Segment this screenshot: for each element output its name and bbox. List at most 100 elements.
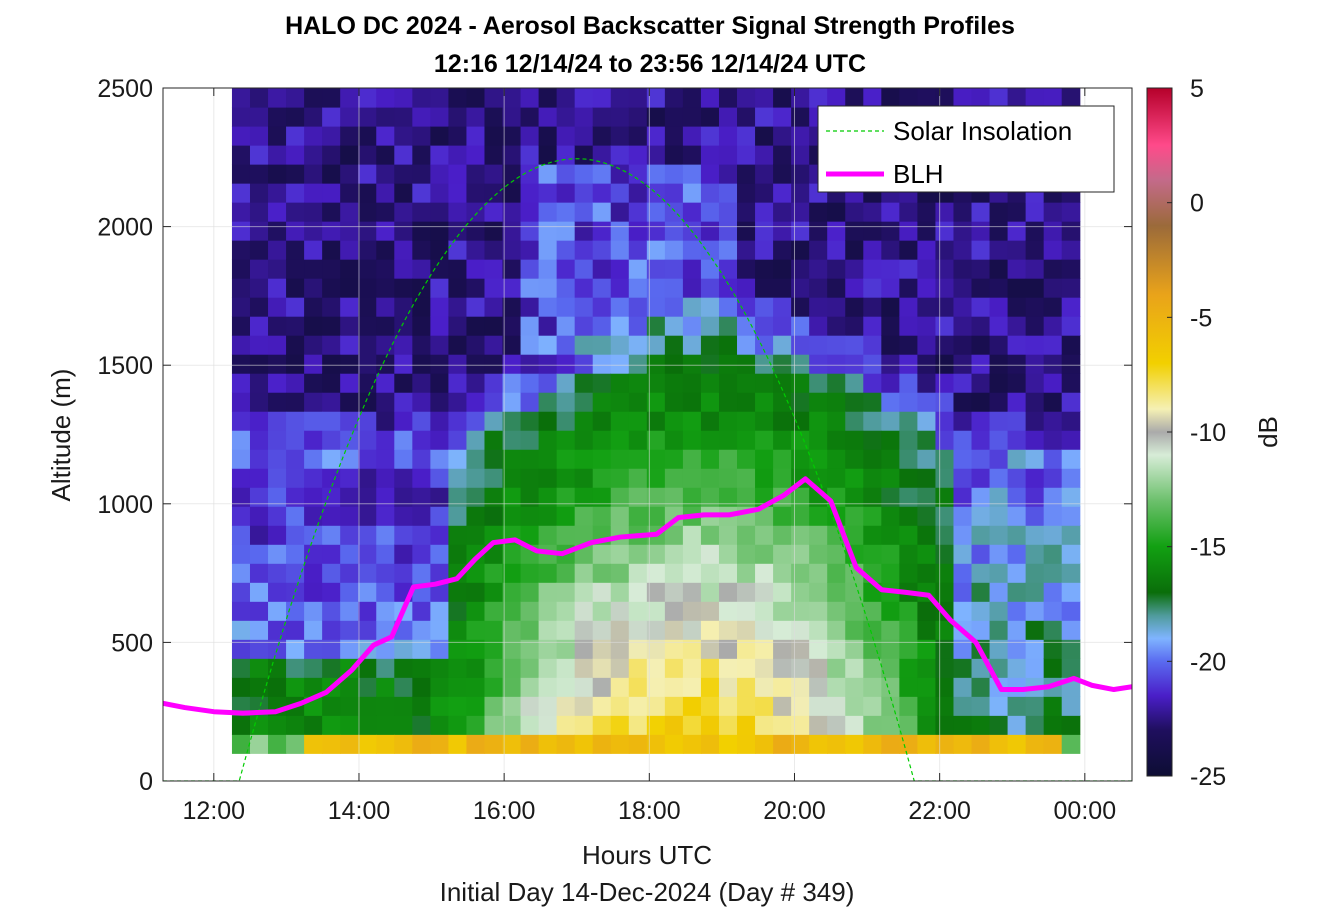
heatmap-cell: [1061, 544, 1081, 564]
heatmap-cell: [376, 316, 395, 336]
heatmap-cell: [592, 487, 612, 507]
heatmap-cell: [917, 639, 937, 659]
heatmap-cell: [268, 373, 287, 393]
heatmap-cell: [466, 316, 486, 336]
heatmap-cell: [376, 392, 395, 412]
heatmap-cell: [556, 297, 576, 317]
heatmap-cell: [773, 411, 792, 431]
heatmap-cell: [682, 240, 702, 260]
heatmap-cell: [664, 715, 684, 735]
heatmap-cell: [899, 696, 918, 716]
heatmap-cell: [989, 202, 1009, 222]
heatmap-cell: [592, 620, 612, 640]
heatmap-cell: [628, 145, 648, 165]
heatmap-cell: [1025, 696, 1045, 716]
heatmap-cell: [1043, 544, 1063, 564]
heatmap-cell: [610, 183, 630, 203]
heatmap-cell: [718, 183, 738, 203]
heatmap-cell: [268, 734, 287, 754]
heatmap-cell: [231, 411, 251, 431]
heatmap-cell: [917, 525, 937, 545]
heatmap-cell: [863, 487, 882, 507]
heatmap-cell: [1043, 221, 1063, 241]
heatmap-cell: [755, 582, 774, 602]
heatmap-cell: [556, 487, 576, 507]
heatmap-cell: [574, 107, 594, 127]
heatmap-cell: [340, 563, 359, 583]
heatmap-cell: [466, 639, 486, 659]
heatmap-cell: [358, 354, 377, 374]
heatmap-cell: [448, 696, 468, 716]
heatmap-cell: [502, 373, 522, 393]
heatmap-cell: [340, 164, 359, 184]
heatmap-cell: [249, 430, 269, 450]
heatmap-cell: [863, 278, 882, 298]
heatmap-cell: [737, 259, 756, 279]
heatmap-cell: [989, 373, 1009, 393]
heatmap-cell: [755, 620, 774, 640]
heatmap-cell: [863, 449, 882, 469]
heatmap-cell: [737, 392, 756, 412]
heatmap-cell: [358, 487, 377, 507]
heatmap-cell: [394, 354, 413, 374]
heatmap-cell: [682, 392, 702, 412]
heatmap-cell: [358, 88, 377, 108]
heatmap-cell: [448, 297, 468, 317]
heatmap-cell: [791, 677, 810, 697]
heatmap-cell: [340, 506, 359, 526]
heatmap-cell: [1061, 316, 1081, 336]
heatmap-cell: [484, 506, 504, 526]
heatmap-cell: [231, 734, 251, 754]
heatmap-cell: [304, 658, 323, 678]
heatmap-cell: [466, 354, 486, 374]
heatmap-cell: [1007, 658, 1027, 678]
heatmap-cell: [953, 677, 973, 697]
heatmap-cell: [1007, 88, 1027, 108]
heatmap-cell: [322, 582, 341, 602]
heatmap-cell: [773, 373, 792, 393]
heatmap-cell: [1043, 88, 1063, 108]
heatmap-cell: [412, 411, 431, 431]
heatmap-cell: [791, 582, 810, 602]
heatmap-cell: [953, 335, 973, 355]
heatmap-cell: [899, 354, 918, 374]
heatmap-cell: [268, 145, 287, 165]
heatmap-cell: [863, 506, 882, 526]
heatmap-cell: [466, 525, 486, 545]
heatmap-cell: [1007, 240, 1027, 260]
heatmap-cell: [1007, 259, 1027, 279]
heatmap-cell: [358, 278, 377, 298]
heatmap-cell: [394, 88, 413, 108]
heatmap-cell: [773, 468, 792, 488]
heatmap-cell: [646, 145, 666, 165]
heatmap-cell: [682, 601, 702, 621]
heatmap-cell: [231, 259, 251, 279]
heatmap-cell: [484, 715, 504, 735]
heatmap-cell: [466, 544, 486, 564]
heatmap-cell: [592, 506, 612, 526]
heatmap-cell: [249, 544, 269, 564]
heatmap-cell: [1025, 354, 1045, 374]
heatmap-cell: [989, 487, 1009, 507]
colorbar-tick-label: -25: [1190, 763, 1226, 791]
heatmap-cell: [700, 449, 720, 469]
heatmap-cell: [881, 734, 900, 754]
heatmap-cell: [791, 240, 810, 260]
colorbar-label: dB: [1253, 416, 1283, 448]
heatmap-cell: [484, 316, 504, 336]
heatmap-cell: [231, 354, 251, 374]
heatmap-cell: [394, 715, 413, 735]
heatmap-cell: [231, 240, 251, 260]
heatmap-cell: [1007, 525, 1027, 545]
heatmap-cell: [989, 506, 1009, 526]
heatmap-cell: [592, 297, 612, 317]
heatmap-cell: [502, 620, 522, 640]
heatmap-cell: [466, 278, 486, 298]
heatmap-cell: [340, 221, 359, 241]
heatmap-cell: [502, 487, 522, 507]
heatmap-cell: [646, 506, 666, 526]
heatmap-cell: [538, 411, 558, 431]
heatmap-cell: [304, 202, 323, 222]
heatmap-cell: [448, 335, 468, 355]
heatmap-cell: [556, 107, 576, 127]
